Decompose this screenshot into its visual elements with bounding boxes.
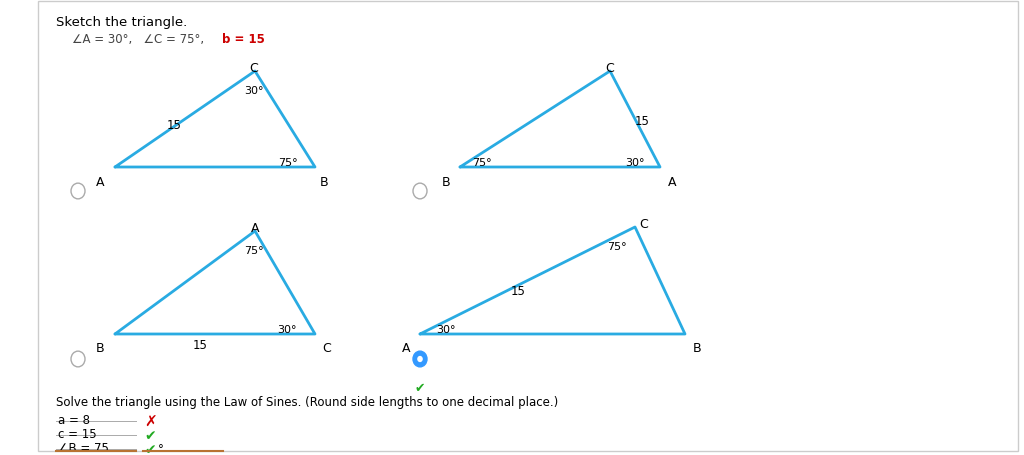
- Text: 75°: 75°: [279, 157, 298, 167]
- Text: C: C: [322, 341, 331, 354]
- Text: c = 15: c = 15: [58, 427, 96, 440]
- Text: B: B: [441, 176, 450, 188]
- Text: C: C: [605, 62, 614, 75]
- Text: 15: 15: [511, 285, 525, 298]
- Text: ✔: ✔: [144, 442, 156, 455]
- Text: A: A: [668, 176, 677, 188]
- Text: Sketch the triangle.: Sketch the triangle.: [56, 16, 187, 29]
- Ellipse shape: [71, 351, 85, 367]
- Ellipse shape: [417, 356, 423, 362]
- Text: b = 15: b = 15: [222, 33, 265, 46]
- Text: 30°: 30°: [278, 324, 297, 334]
- Text: a = 8: a = 8: [58, 413, 90, 426]
- Text: ✔: ✔: [415, 381, 425, 394]
- Text: Solve the triangle using the Law of Sines. (Round side lengths to one decimal pl: Solve the triangle using the Law of Sine…: [56, 395, 558, 408]
- Text: ∠B = 75: ∠B = 75: [58, 441, 109, 454]
- Text: A: A: [95, 176, 104, 188]
- Text: 15: 15: [167, 119, 181, 132]
- Ellipse shape: [413, 351, 427, 367]
- Text: B: B: [693, 341, 701, 354]
- Text: C: C: [640, 217, 648, 231]
- Text: B: B: [95, 341, 104, 354]
- Text: ∠A = 30°,   ∠C = 75°,: ∠A = 30°, ∠C = 75°,: [72, 33, 215, 46]
- Text: ✗: ✗: [144, 414, 157, 429]
- Text: ✔: ✔: [144, 428, 156, 442]
- Text: 15: 15: [635, 115, 650, 128]
- Text: 75°: 75°: [244, 245, 263, 255]
- Text: 75°: 75°: [607, 242, 627, 252]
- Text: A: A: [401, 341, 410, 354]
- Ellipse shape: [413, 184, 427, 199]
- Text: 30°: 30°: [436, 324, 456, 334]
- Text: °: °: [158, 442, 164, 455]
- Text: 15: 15: [193, 339, 208, 352]
- Text: 30°: 30°: [244, 86, 263, 96]
- Text: 75°: 75°: [472, 157, 492, 167]
- Text: B: B: [319, 176, 329, 188]
- Text: A: A: [251, 222, 259, 234]
- Text: 30°: 30°: [626, 157, 645, 167]
- Ellipse shape: [71, 184, 85, 199]
- Text: C: C: [250, 62, 258, 75]
